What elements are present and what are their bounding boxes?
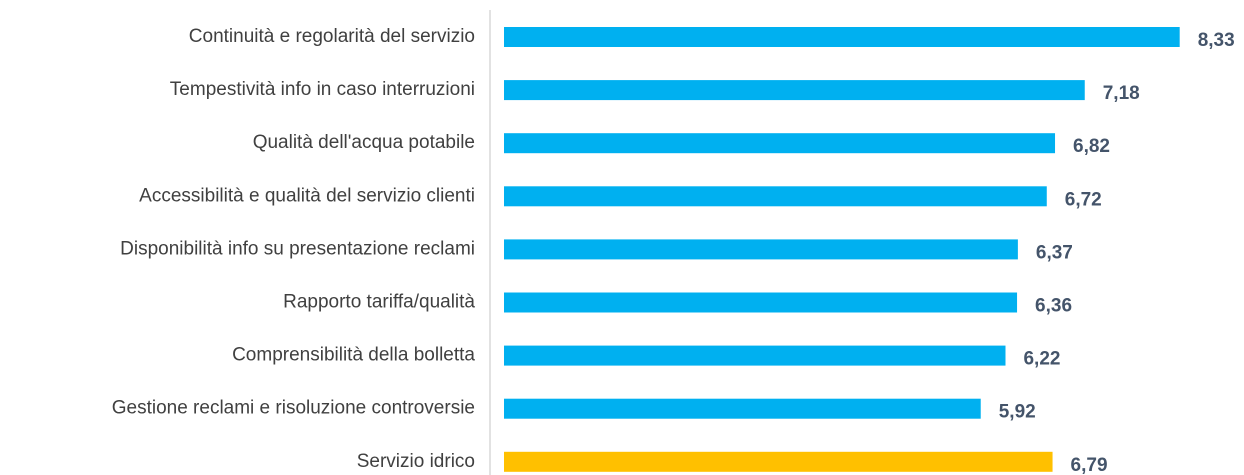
value-label: 6,36: [1035, 296, 1072, 317]
value-label: 6,37: [1036, 242, 1073, 263]
value-label: 6,22: [1023, 349, 1060, 370]
category-label: Tempestività info in caso interruzioni: [170, 79, 475, 100]
bar: [504, 80, 1085, 101]
value-label: 6,72: [1065, 189, 1102, 210]
value-label: 8,33: [1198, 30, 1235, 51]
bar: [504, 398, 981, 419]
category-label: Gestione reclami e risoluzione controver…: [112, 398, 475, 419]
bar: [504, 186, 1047, 207]
bar: [504, 133, 1056, 154]
category-label: Continuità e regolarità del servizio: [189, 26, 475, 47]
category-label: Accessibilità e qualità del servizio cli…: [139, 185, 475, 206]
category-label: Qualità dell'acqua potabile: [253, 132, 475, 153]
value-label: 7,18: [1103, 83, 1140, 104]
category-label: Disponibilità info su presentazione recl…: [120, 238, 475, 259]
bar: [504, 451, 1053, 472]
bar: [504, 27, 1180, 47]
category-label: Servizio idrico: [357, 451, 475, 472]
bar: [504, 345, 1006, 366]
category-label: Comprensibilità della bolletta: [232, 345, 475, 366]
category-label: Rapporto tariffa/qualità: [283, 292, 475, 313]
bar: [504, 292, 1018, 313]
value-label: 6,82: [1073, 136, 1110, 157]
value-label: 5,92: [999, 402, 1036, 423]
value-label: 6,79: [1071, 455, 1108, 475]
bar: [504, 239, 1018, 260]
